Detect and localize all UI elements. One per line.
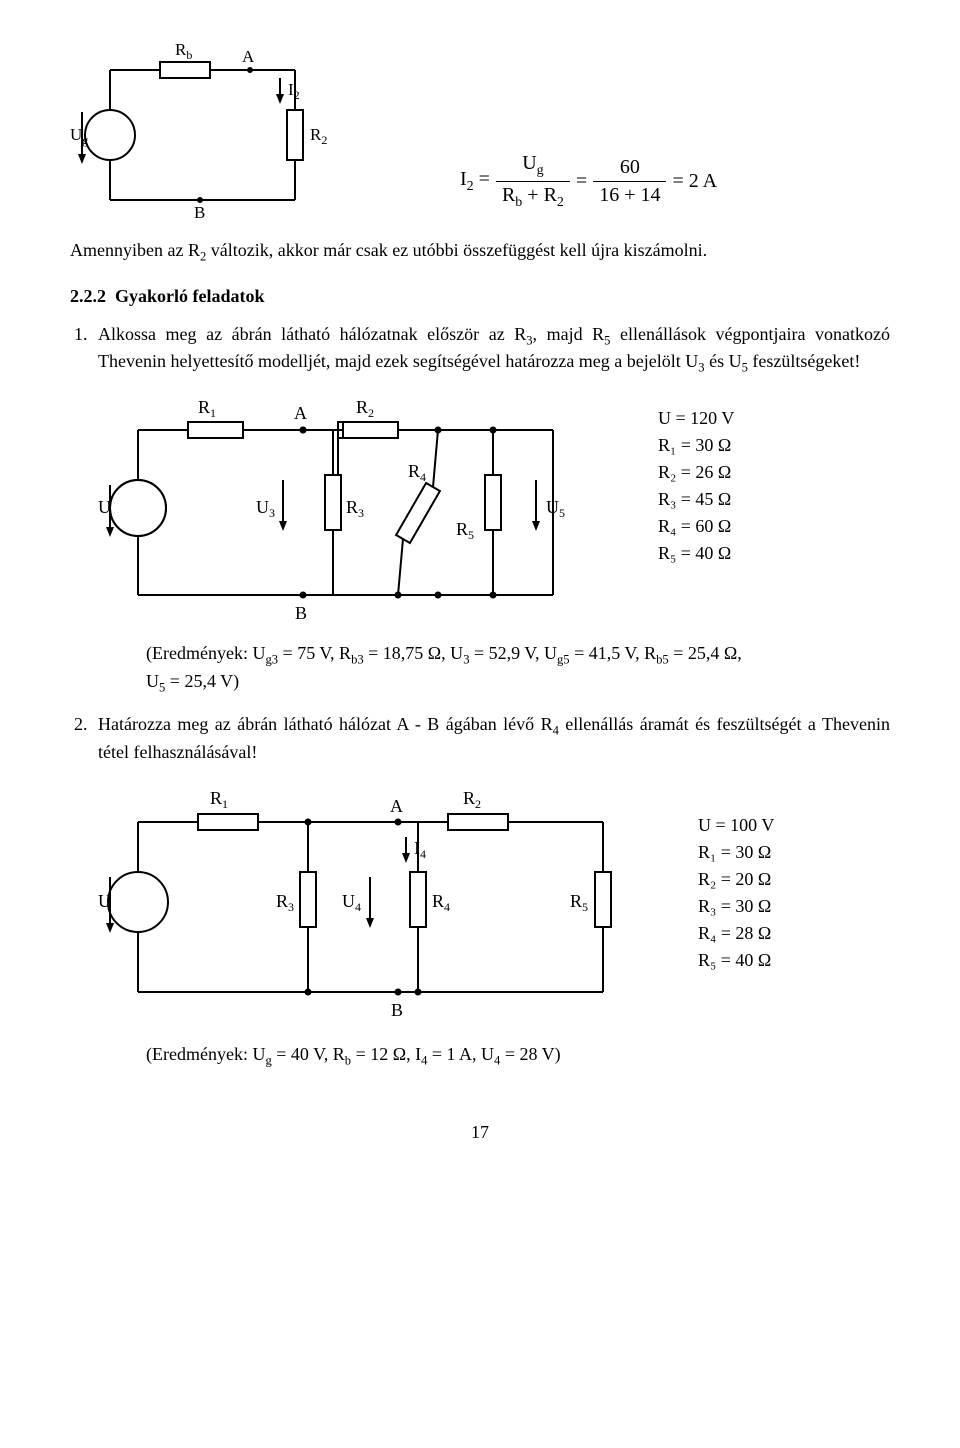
svg-text:U: U xyxy=(98,891,111,911)
problem-1-figure-row: R1 A R2 U U3 R3 R4 R5 U5 B U = 120 V R₁ … xyxy=(98,395,890,635)
page-number: 17 xyxy=(70,1120,890,1144)
svg-text:R4: R4 xyxy=(432,891,450,914)
top-row: Rb A I2 Ug R2 B I2 = Ug Rb + R2 = 60 16 … xyxy=(70,40,890,230)
svg-text:I4: I4 xyxy=(414,838,426,861)
svg-text:U4: U4 xyxy=(342,891,361,914)
svg-text:R5: R5 xyxy=(570,891,588,914)
svg-text:I2: I2 xyxy=(288,80,300,102)
value2-R4: R₄ = 28 Ω xyxy=(698,920,774,947)
problem-1-result: (Eredmények: Ug3 = 75 V, Rb3 = 18,75 Ω, … xyxy=(146,641,890,696)
svg-text:A: A xyxy=(390,796,403,816)
svg-text:R2: R2 xyxy=(463,788,481,811)
svg-text:R1: R1 xyxy=(198,397,216,420)
value-U: U = 120 V xyxy=(658,405,734,432)
svg-text:R3: R3 xyxy=(346,497,364,520)
svg-text:B: B xyxy=(295,603,307,623)
text-amennyiben: Amennyiben az R2 változik, akkor már csa… xyxy=(70,238,890,266)
equation-i2: I2 = Ug Rb + R2 = 60 16 + 14 = 2 A xyxy=(460,150,717,213)
svg-text:B: B xyxy=(391,1000,403,1020)
value2-R1: R₁ = 30 Ω xyxy=(698,839,774,866)
value-R3: R₃ = 45 Ω xyxy=(658,486,734,513)
svg-text:U5: U5 xyxy=(546,497,565,520)
svg-text:B: B xyxy=(194,203,205,222)
value2-R5: R₅ = 40 Ω xyxy=(698,947,774,974)
value-R4: R₄ = 60 Ω xyxy=(658,513,734,540)
problem-2-values: U = 100 V R₁ = 30 Ω R₂ = 20 Ω R₃ = 30 Ω … xyxy=(698,812,774,974)
value2-R3: R₃ = 30 Ω xyxy=(698,893,774,920)
value2-U: U = 100 V xyxy=(698,812,774,839)
value2-R2: R₂ = 20 Ω xyxy=(698,866,774,893)
svg-text:U3: U3 xyxy=(256,497,275,520)
circuit-0: Rb A I2 Ug R2 B xyxy=(70,40,330,230)
svg-text:Rb: Rb xyxy=(175,40,192,62)
svg-text:R2: R2 xyxy=(310,125,327,147)
problem-2: Határozza meg az ábrán látható hálózat A… xyxy=(92,712,890,1069)
svg-text:R4: R4 xyxy=(408,461,426,484)
problem-1-values: U = 120 V R₁ = 30 Ω R₂ = 26 Ω R₃ = 45 Ω … xyxy=(658,405,734,567)
svg-text:A: A xyxy=(242,47,255,66)
svg-text:R5: R5 xyxy=(456,519,474,542)
circuit-1: R1 A R2 U U3 R3 R4 R5 U5 B xyxy=(98,395,598,635)
svg-text:U: U xyxy=(98,497,111,517)
svg-text:R3: R3 xyxy=(276,891,294,914)
svg-text:R2: R2 xyxy=(356,397,374,420)
value-R1: R₁ = 30 Ω xyxy=(658,432,734,459)
section-heading: 2.2.2 Gyakorló feladatok xyxy=(70,284,890,308)
problem-1: Alkossa meg az ábrán látható hálózatnak … xyxy=(92,322,890,696)
value-R5: R₅ = 40 Ω xyxy=(658,540,734,567)
problem-2-result: (Eredmények: Ug = 40 V, Rb = 12 Ω, I4 = … xyxy=(146,1042,890,1070)
svg-text:A: A xyxy=(294,403,307,423)
problem-list: Alkossa meg az ábrán látható hálózatnak … xyxy=(92,322,890,1070)
circuit-2: R1 A R2 I4 U R3 U4 R4 R5 B xyxy=(98,782,638,1032)
value-R2: R₂ = 26 Ω xyxy=(658,459,734,486)
svg-text:R1: R1 xyxy=(210,788,228,811)
problem-2-figure-row: R1 A R2 I4 U R3 U4 R4 R5 B U = 100 V R₁ … xyxy=(98,782,890,1032)
